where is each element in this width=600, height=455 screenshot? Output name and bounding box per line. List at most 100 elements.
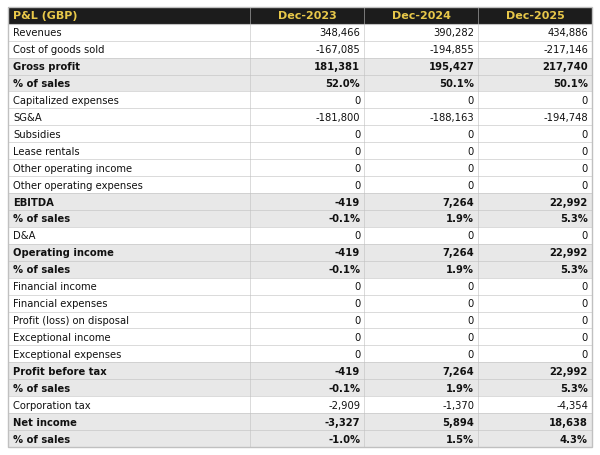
Text: 0: 0 [468, 332, 474, 342]
Text: Financial expenses: Financial expenses [13, 298, 107, 308]
Text: -4,354: -4,354 [556, 400, 588, 410]
Text: 7,264: 7,264 [442, 197, 474, 207]
Text: -188,163: -188,163 [430, 112, 474, 122]
Bar [8, 160, 592, 177]
Text: EBITDA: EBITDA [13, 197, 54, 207]
Text: 0: 0 [354, 180, 360, 190]
Text: 0: 0 [354, 231, 360, 241]
Bar [8, 177, 592, 194]
Text: Corporation tax: Corporation tax [13, 400, 91, 410]
Bar [8, 346, 592, 363]
Text: Net income: Net income [13, 417, 77, 427]
Text: 0: 0 [582, 332, 588, 342]
Text: % of sales: % of sales [13, 434, 70, 444]
Bar [8, 379, 592, 396]
Text: Profit (loss) on disposal: Profit (loss) on disposal [13, 315, 129, 325]
Bar [8, 396, 592, 413]
Bar [8, 329, 592, 346]
Text: -0.1%: -0.1% [328, 383, 360, 393]
Text: 195,427: 195,427 [428, 62, 474, 72]
Bar [8, 228, 592, 244]
Text: 18,638: 18,638 [549, 417, 588, 427]
Text: 0: 0 [354, 163, 360, 173]
Text: % of sales: % of sales [13, 214, 70, 224]
Bar [8, 58, 592, 76]
Text: Operating income: Operating income [13, 248, 114, 258]
Text: 0: 0 [468, 130, 474, 140]
Bar [8, 126, 592, 143]
Text: 0: 0 [468, 231, 474, 241]
Bar [8, 92, 592, 109]
Text: 1.5%: 1.5% [446, 434, 474, 444]
Text: Profit before tax: Profit before tax [13, 366, 107, 376]
Text: SG&A: SG&A [13, 112, 42, 122]
Text: 0: 0 [354, 282, 360, 292]
Bar [8, 211, 592, 228]
Bar [8, 413, 592, 430]
Text: Gross profit: Gross profit [13, 62, 80, 72]
Text: P&L (GBP): P&L (GBP) [13, 11, 77, 21]
Text: Other operating income: Other operating income [13, 163, 132, 173]
Text: 0: 0 [582, 147, 588, 157]
Text: 0: 0 [582, 315, 588, 325]
Bar [8, 8, 592, 25]
Text: 434,886: 434,886 [547, 28, 588, 38]
Text: 0: 0 [582, 298, 588, 308]
Text: Exceptional expenses: Exceptional expenses [13, 349, 121, 359]
Text: -0.1%: -0.1% [328, 214, 360, 224]
Bar [8, 244, 592, 261]
Text: 181,381: 181,381 [314, 62, 360, 72]
Bar [8, 430, 592, 447]
Text: 0: 0 [582, 96, 588, 106]
Text: 22,992: 22,992 [550, 248, 588, 258]
Text: 0: 0 [582, 180, 588, 190]
Text: 0: 0 [354, 332, 360, 342]
Text: Cost of goods sold: Cost of goods sold [13, 45, 104, 55]
Text: -194,855: -194,855 [430, 45, 474, 55]
Text: 22,992: 22,992 [550, 197, 588, 207]
Bar [8, 109, 592, 126]
Text: 0: 0 [354, 147, 360, 157]
Text: 0: 0 [582, 163, 588, 173]
Text: Subsidies: Subsidies [13, 130, 61, 140]
Text: -181,800: -181,800 [316, 112, 360, 122]
Text: 1.9%: 1.9% [446, 383, 474, 393]
Text: 0: 0 [468, 298, 474, 308]
Text: 5.3%: 5.3% [560, 383, 588, 393]
Text: 0: 0 [468, 147, 474, 157]
Text: 52.0%: 52.0% [325, 79, 360, 89]
Text: 0: 0 [468, 163, 474, 173]
Text: -1,370: -1,370 [442, 400, 474, 410]
Bar [8, 261, 592, 278]
Bar [8, 278, 592, 295]
Text: -167,085: -167,085 [316, 45, 360, 55]
Bar [8, 76, 592, 92]
Text: -419: -419 [335, 197, 360, 207]
Text: % of sales: % of sales [13, 79, 70, 89]
Text: 5,894: 5,894 [442, 417, 474, 427]
Bar [8, 295, 592, 312]
Text: D&A: D&A [13, 231, 35, 241]
Text: -3,327: -3,327 [325, 417, 360, 427]
Text: -194,748: -194,748 [544, 112, 588, 122]
Text: Lease rentals: Lease rentals [13, 147, 80, 157]
Bar [8, 25, 592, 41]
Text: % of sales: % of sales [13, 383, 70, 393]
Text: Exceptional income: Exceptional income [13, 332, 110, 342]
Text: Financial income: Financial income [13, 282, 97, 292]
Text: Dec-2025: Dec-2025 [506, 11, 565, 21]
Text: Dec-2023: Dec-2023 [278, 11, 337, 21]
Text: 348,466: 348,466 [319, 28, 360, 38]
Bar [8, 143, 592, 160]
Text: 50.1%: 50.1% [439, 79, 474, 89]
Text: 390,282: 390,282 [433, 28, 474, 38]
Text: Revenues: Revenues [13, 28, 62, 38]
Text: % of sales: % of sales [13, 265, 70, 275]
Text: 5.3%: 5.3% [560, 214, 588, 224]
Text: 1.9%: 1.9% [446, 265, 474, 275]
Text: -419: -419 [335, 248, 360, 258]
Text: 0: 0 [582, 231, 588, 241]
Text: -1.0%: -1.0% [328, 434, 360, 444]
Text: 7,264: 7,264 [442, 366, 474, 376]
Text: 7,264: 7,264 [442, 248, 474, 258]
